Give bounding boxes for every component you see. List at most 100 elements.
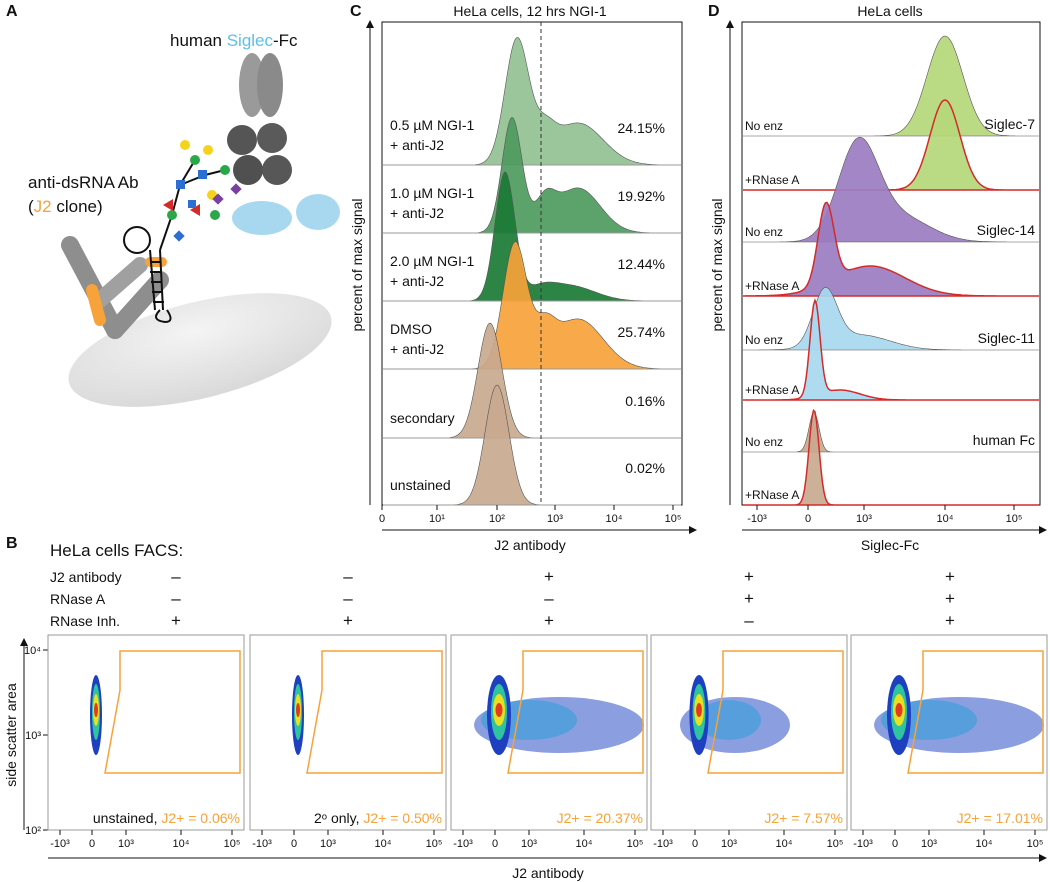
x-tick-label: 10⁴ [976, 838, 993, 850]
gate-caption-part: unstained, [93, 810, 162, 826]
condition-sign: – [744, 611, 754, 630]
x-axis-label: J2 antibody [494, 537, 566, 553]
row-label: No enz [745, 333, 783, 347]
condition-sign: – [171, 589, 181, 608]
density-cloud [696, 703, 702, 717]
x-tick-label: 0 [291, 838, 297, 850]
y-tick-label: 10⁴ [24, 645, 41, 657]
x-tick-label: 10³ [118, 838, 134, 850]
row-label: +RNase A [745, 173, 799, 187]
row-label: No enz [745, 225, 783, 239]
y-tick-label: 10³ [25, 730, 41, 742]
gate-caption: J2+ = 17.01% [957, 810, 1043, 826]
x-tick-label: -10³ [252, 838, 272, 850]
row-label: + anti-J2 [390, 205, 444, 221]
antibody-label-part: clone) [52, 197, 103, 216]
x-tick-label: -10³ [853, 838, 873, 850]
x-tick-label: 0 [805, 513, 811, 525]
x-axis-label: Siglec-Fc [861, 537, 919, 553]
density-cloud [94, 703, 98, 717]
gate-caption-part: J2+ = 20.37% [557, 810, 643, 826]
x-tick-label: 10⁵ [627, 838, 644, 850]
antibody-label: (J2 clone) [28, 197, 103, 216]
scatter-frame [47, 634, 245, 831]
x-tick-label: 10⁵ [665, 513, 682, 525]
y-axis-label: side scatter area [3, 683, 19, 787]
condition-label: RNase A [50, 591, 106, 607]
percent-label: 25.74% [618, 324, 665, 340]
gate [507, 650, 644, 774]
group-label: human Fc [973, 432, 1035, 448]
siglec-label-part: human [170, 31, 227, 50]
histogram [743, 35, 1039, 137]
gate-caption-part: J2+ = 17.01% [957, 810, 1043, 826]
x-tick-label: 10⁴ [173, 838, 190, 850]
condition-sign: + [744, 589, 754, 608]
density-cloud [895, 703, 903, 717]
x-tick-label: 0 [892, 838, 898, 850]
density-cloud [296, 703, 300, 717]
group-label: Siglec-14 [977, 222, 1036, 238]
percent-label: 0.16% [625, 393, 665, 409]
condition-sign: + [544, 567, 554, 586]
gate-caption: J2+ = 20.37% [557, 810, 643, 826]
y-axis-label: percent of max signal [349, 198, 365, 331]
siglec-label-part: -Fc [273, 31, 298, 50]
gate-caption: J2+ = 7.57% [764, 810, 843, 826]
histograms [383, 37, 681, 506]
condition-label: RNase Inh. [50, 613, 120, 629]
histogram [743, 409, 1039, 506]
scatter-frame [249, 634, 447, 831]
x-axis-label: J2 antibody [512, 865, 584, 881]
antibody-label-part: J2 [34, 197, 52, 216]
x-tick-label: -10³ [50, 838, 70, 850]
x-tick-label: 0 [379, 513, 385, 525]
schematic [61, 53, 340, 407]
percent-label: 24.15% [618, 120, 665, 136]
histogram [743, 136, 1039, 243]
condition-sign: – [343, 589, 353, 608]
siglec-label-part: Siglec [227, 31, 274, 50]
gate [306, 650, 443, 774]
gate [707, 650, 844, 774]
condition-sign: + [544, 611, 554, 630]
panel-letter: D [708, 3, 720, 20]
condition-sign: + [171, 611, 181, 630]
x-tick-label: 10⁵ [1006, 513, 1023, 525]
y-tick-label: 10² [25, 825, 41, 837]
condition-sign: – [171, 567, 181, 586]
x-tick-label: 10⁴ [375, 838, 392, 850]
x-tick-label: 10³ [721, 838, 737, 850]
condition-sign: + [945, 611, 955, 630]
x-tick-label: 10¹ [429, 513, 445, 525]
condition-label: J2 antibody [50, 569, 122, 585]
y-axis-label: percent of max signal [709, 198, 725, 331]
gate-caption: 2ᵒ only, J2+ = 0.50% [314, 810, 442, 826]
panel-title: HeLa cells, 12 hrs NGI-1 [453, 3, 606, 19]
row-label: + anti-J2 [390, 341, 444, 357]
x-tick-label: 10⁵ [224, 838, 241, 850]
x-tick-label: 10⁵ [426, 838, 443, 850]
x-tick-label: 10³ [856, 513, 872, 525]
percent-label: 0.02% [625, 460, 665, 476]
x-tick-label: 10⁵ [1027, 838, 1044, 850]
x-tick-label: 10⁴ [576, 838, 593, 850]
antibody-label-part: ( [28, 197, 34, 216]
x-tick-label: 0 [89, 838, 95, 850]
gate-caption-part: J2+ = 7.57% [764, 810, 843, 826]
row-label: DMSO [390, 321, 432, 337]
condition-sign: + [945, 567, 955, 586]
histogram [743, 99, 1039, 191]
row-label: No enz [745, 119, 783, 133]
siglec-label: human Siglec-Fc [170, 31, 298, 50]
panel-letter: A [6, 3, 18, 20]
panel-title: HeLa cells FACS: [50, 541, 183, 560]
row-label: + anti-J2 [390, 137, 444, 153]
group-label: Siglec-7 [984, 116, 1035, 132]
condition-sign: + [744, 567, 754, 586]
gate [104, 650, 241, 774]
x-tick-label: 10³ [547, 513, 563, 525]
row-label: secondary [390, 410, 455, 426]
x-tick-label: -10³ [653, 838, 673, 850]
